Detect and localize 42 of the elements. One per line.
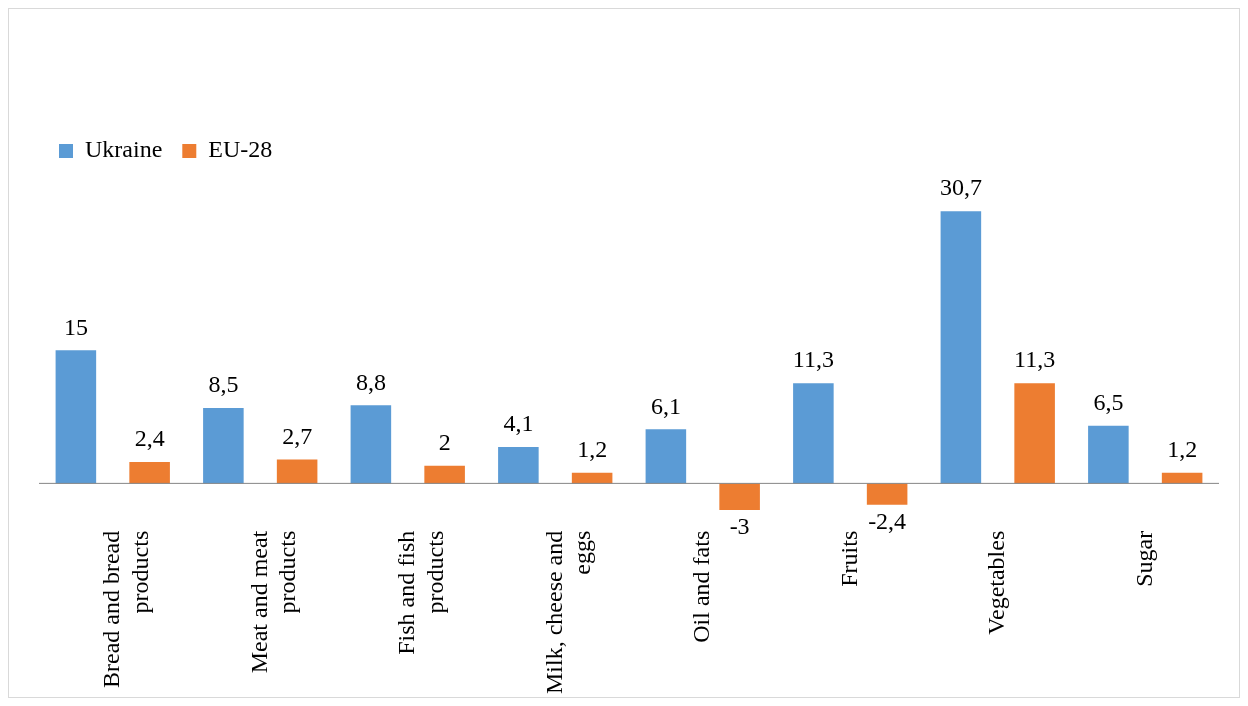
data-label: 4,1 bbox=[503, 410, 534, 437]
data-label: 6,1 bbox=[650, 392, 681, 419]
bar bbox=[1161, 472, 1203, 484]
data-label: -3 bbox=[729, 513, 750, 540]
bar bbox=[498, 447, 539, 484]
data-label: 8,5 bbox=[208, 371, 239, 398]
data-label: 1,2 bbox=[1167, 436, 1198, 463]
bar bbox=[719, 483, 760, 510]
x-tick-label: Milk, cheese and eggs bbox=[540, 530, 596, 694]
x-tick-label: Bread and bread products bbox=[98, 530, 153, 688]
x-tick-label: Fish and fish products bbox=[393, 530, 448, 655]
data-label: 6,5 bbox=[1093, 389, 1124, 416]
bar bbox=[571, 472, 613, 484]
bar bbox=[1088, 425, 1129, 484]
x-tick-label: Fruits bbox=[835, 530, 862, 587]
data-label: 11,3 bbox=[1014, 346, 1056, 373]
data-label: 8,8 bbox=[355, 368, 386, 395]
legend-label: EU-28 bbox=[208, 136, 273, 163]
x-tick-label: Meat and meat products bbox=[245, 530, 301, 674]
data-label: 30,7 bbox=[939, 174, 982, 201]
x-tick-label: Sugar bbox=[1130, 530, 1157, 587]
data-label: 2,4 bbox=[134, 425, 165, 452]
bar bbox=[866, 483, 908, 505]
data-label: 11,3 bbox=[792, 346, 834, 373]
bar bbox=[203, 408, 244, 484]
bar bbox=[1014, 383, 1055, 484]
x-tick-label: Oil and fats bbox=[688, 530, 715, 643]
data-label: 15 bbox=[63, 313, 88, 340]
x-tick-label: Vegetables bbox=[983, 530, 1010, 635]
bar bbox=[645, 429, 687, 484]
bar bbox=[424, 465, 465, 484]
data-label: 2 bbox=[438, 428, 451, 455]
bar bbox=[55, 350, 97, 484]
data-label: -2,4 bbox=[868, 507, 907, 534]
bar bbox=[276, 459, 318, 484]
bar bbox=[793, 383, 834, 484]
bar bbox=[940, 211, 982, 484]
data-label: 1,2 bbox=[577, 436, 608, 463]
bar bbox=[350, 405, 392, 484]
legend-label: Ukraine bbox=[85, 136, 163, 163]
data-label: 2,7 bbox=[282, 422, 313, 449]
bar bbox=[129, 462, 170, 484]
